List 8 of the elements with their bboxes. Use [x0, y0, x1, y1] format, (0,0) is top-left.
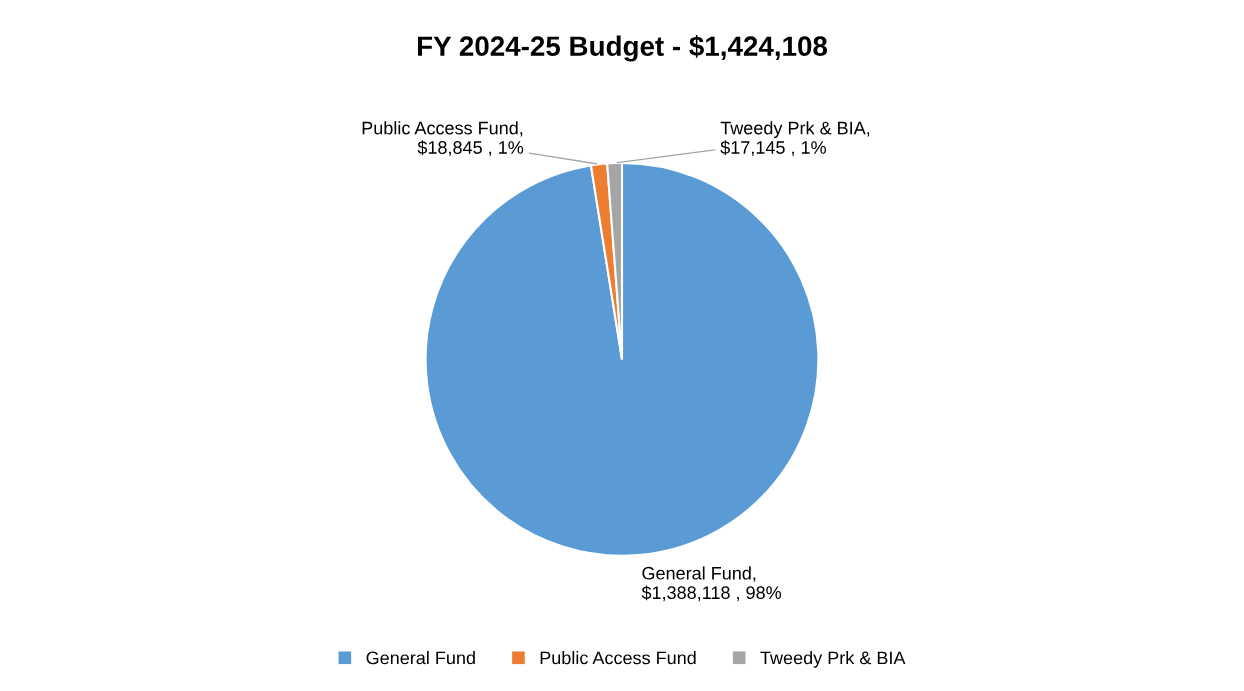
data-label: Public Access Fund, $18,845 , 1%	[362, 121, 524, 157]
legend-label: General Fund	[366, 651, 475, 665]
pie-slice	[424, 161, 820, 557]
legend-label: Tweedy Prk & BIA	[760, 651, 906, 668]
data-label: Tweedy Prk & BIA, $17,145 , 1%	[720, 121, 870, 157]
data-label: General Fund, $1,388,118 , 98%	[641, 566, 782, 602]
chart-title: FY 2024-25 Budget - $1,424,108	[418, 35, 828, 62]
legend-label: Public Access Fund	[540, 651, 696, 665]
